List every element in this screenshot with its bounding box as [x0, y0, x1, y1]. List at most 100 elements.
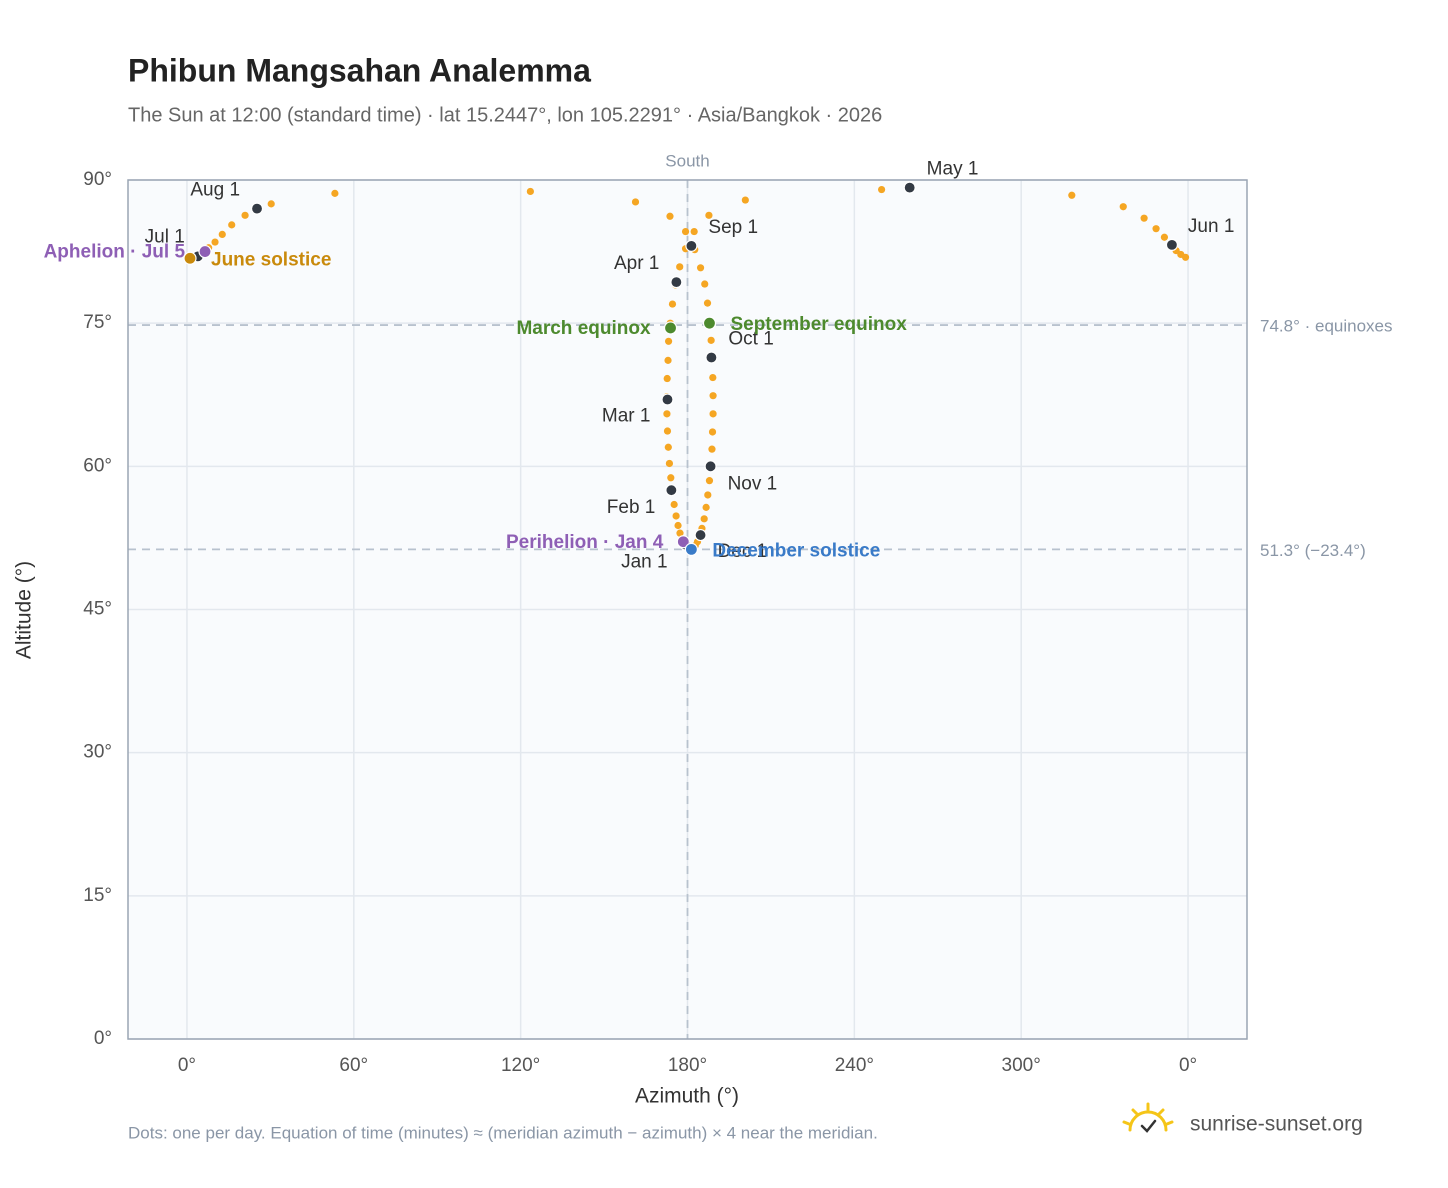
footnote: Dots: one per day. Equation of time (min… — [128, 1123, 878, 1142]
daily-dot — [1152, 225, 1160, 233]
logo-ray — [1131, 1108, 1139, 1116]
x-tick-label: 60° — [339, 1055, 368, 1076]
daily-dot — [665, 459, 674, 468]
daily-dot — [1068, 191, 1076, 199]
month-label: Mar 1 — [602, 406, 651, 427]
daily-dot — [702, 503, 710, 511]
logo-ray — [1122, 1120, 1131, 1126]
daily-dot — [670, 500, 678, 509]
reference-label: 51.3° (−23.4°) — [1260, 541, 1366, 560]
logo-ray — [1165, 1120, 1174, 1126]
y-tick-label: 45° — [83, 599, 112, 620]
daily-dot — [672, 512, 680, 520]
month-label: Aug 1 — [190, 180, 240, 201]
daily-dot — [1119, 203, 1127, 211]
daily-dot — [663, 410, 671, 418]
daily-dot — [709, 410, 717, 418]
x-tick-label: 0° — [1179, 1055, 1197, 1076]
x-tick-label: 180° — [668, 1055, 707, 1076]
y-tick-label: 0° — [94, 1028, 112, 1049]
month-marker — [670, 276, 683, 289]
x-tick-label: 120° — [501, 1055, 540, 1076]
month-marker — [704, 460, 717, 473]
daily-dot — [708, 445, 716, 453]
month-label: Dec 1 — [718, 541, 768, 562]
month-marker — [1165, 238, 1179, 252]
daily-dot — [700, 515, 708, 523]
month-label: Jan 1 — [621, 552, 667, 573]
month-label: May 1 — [927, 159, 979, 180]
reference-label: 74.8° · equinoxes — [1260, 317, 1393, 336]
month-marker — [685, 239, 698, 252]
daily-dot — [703, 299, 712, 307]
daily-dot — [663, 427, 672, 435]
y-tick-label: 90° — [83, 169, 112, 190]
month-label: Jun 1 — [1188, 216, 1234, 237]
daily-dot — [241, 211, 249, 219]
logo-sun-arc — [1128, 1110, 1168, 1132]
event-marker — [183, 251, 197, 265]
month-label: Apr 1 — [614, 253, 659, 274]
x-tick-label: 300° — [1002, 1055, 1041, 1076]
plot-border — [127, 179, 1248, 1040]
event-marker — [663, 321, 678, 335]
daily-dot — [674, 521, 682, 530]
daily-dot — [631, 198, 640, 206]
event-label: March equinox — [516, 318, 651, 339]
month-marker — [705, 351, 718, 364]
month-marker — [665, 484, 678, 497]
event-marker — [676, 535, 690, 549]
daily-dot — [705, 477, 714, 485]
daily-dot — [1181, 253, 1190, 261]
month-marker — [694, 528, 707, 542]
month-marker — [903, 181, 916, 194]
daily-dot — [878, 185, 886, 194]
daily-dot — [704, 491, 712, 499]
daily-dot — [707, 336, 715, 344]
logo-ray — [1157, 1108, 1165, 1116]
daily-dot — [664, 443, 672, 451]
month-label: Jul 1 — [145, 226, 185, 247]
chart-title: Phibun Mangsahan Analemma — [128, 52, 591, 88]
daily-dot — [1140, 214, 1148, 222]
daily-dot — [1160, 233, 1169, 241]
x-tick-label: 0° — [178, 1055, 196, 1076]
brand-logo — [1122, 1102, 1174, 1133]
y-axis-label: Altitude (°) — [13, 561, 36, 659]
plot-layer: 0° 60° 120° 180° 240° 300° 0° 0° 15° 30° 45° 60° 75°… — [44, 151, 1393, 1076]
daily-dot — [705, 211, 713, 219]
daily-dot — [267, 200, 275, 208]
y-tick-label: 60° — [83, 455, 112, 476]
month-marker — [250, 202, 264, 215]
month-label: Feb 1 — [607, 497, 656, 518]
daily-dot — [664, 356, 672, 364]
event-marker — [684, 542, 698, 556]
y-tick-label: 15° — [83, 885, 112, 906]
event-marker — [702, 316, 717, 330]
event-marker — [198, 244, 212, 259]
event-label: Perihelion · Jan 4 — [506, 532, 664, 553]
daily-dot — [681, 227, 690, 236]
y-tick-label: 75° — [83, 312, 112, 333]
y-tick-label: 30° — [83, 742, 112, 763]
month-label: Sep 1 — [708, 217, 758, 238]
daily-dot — [663, 374, 671, 383]
daily-dot — [526, 187, 534, 196]
daily-dot — [228, 221, 236, 229]
daily-dot — [709, 373, 717, 382]
daily-dot — [668, 300, 677, 308]
month-label: Nov 1 — [728, 473, 778, 494]
daily-dot — [666, 212, 674, 220]
daily-dot — [741, 196, 749, 204]
daily-dot — [708, 428, 717, 436]
daily-dot — [676, 263, 684, 271]
daily-dot — [667, 474, 675, 482]
brand: sunrise-sunset.org — [1190, 1113, 1363, 1136]
reference-label: South — [665, 151, 709, 170]
logo-check — [1140, 1119, 1157, 1133]
event-label: September equinox — [730, 314, 907, 335]
daily-dot — [331, 189, 339, 197]
event-label: Aphelion · Jul 5 — [44, 242, 186, 263]
